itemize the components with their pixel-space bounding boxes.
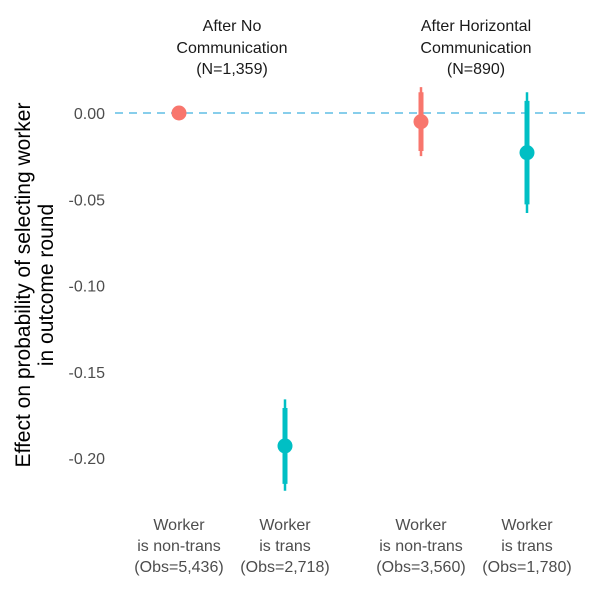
y-tick-label: -0.15 xyxy=(69,365,106,382)
x-category-label-line: Worker xyxy=(153,517,205,534)
x-category-label-line: is non-trans xyxy=(379,538,463,555)
group-title-line: (N=890) xyxy=(447,61,505,78)
y-tick-label: -0.10 xyxy=(69,279,106,296)
estimate-point xyxy=(171,105,187,121)
estimate-point xyxy=(413,114,429,130)
y-tick-label: -0.20 xyxy=(69,451,106,468)
group-title-line: (N=1,359) xyxy=(196,61,268,78)
group-title-line: Communication xyxy=(176,40,287,57)
y-axis-title-line: Effect on probability of selecting worke… xyxy=(12,103,35,468)
x-category-label-line: (Obs=3,560) xyxy=(376,559,465,576)
estimate-point xyxy=(277,438,293,454)
x-category-label-line: (Obs=2,718) xyxy=(240,559,329,576)
x-category-label-line: Worker xyxy=(395,517,447,534)
y-tick-label: -0.05 xyxy=(69,192,106,209)
x-category-label-line: Worker xyxy=(501,517,553,534)
group-title-line: Communication xyxy=(420,40,531,57)
group-title-line: After No xyxy=(203,18,262,35)
x-category-label-line: is trans xyxy=(501,538,553,555)
estimate-point xyxy=(519,145,535,161)
y-axis-title-line: in outcome round xyxy=(35,204,58,366)
x-category-label-line: is non-trans xyxy=(137,538,221,555)
y-tick-label: 0.00 xyxy=(74,106,105,123)
x-category-label-line: Worker xyxy=(259,517,311,534)
x-category-label-line: (Obs=1,780) xyxy=(482,559,571,576)
x-category-label-line: is trans xyxy=(259,538,311,555)
group-title-line: After Horizontal xyxy=(421,18,531,35)
x-category-label-line: (Obs=5,436) xyxy=(134,559,223,576)
